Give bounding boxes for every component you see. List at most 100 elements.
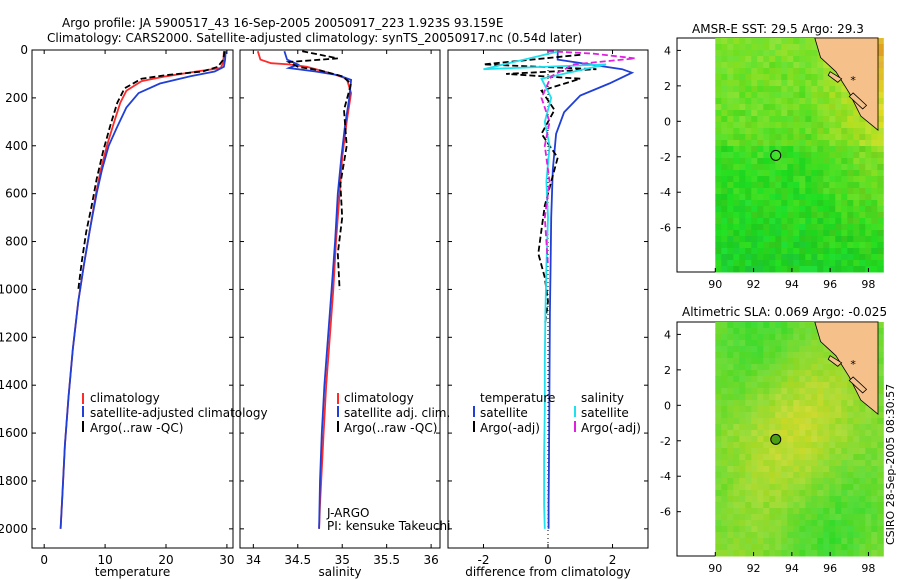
map-cell: [841, 248, 848, 255]
map-cell: [769, 460, 776, 467]
map-cell: [841, 110, 848, 117]
map-cell: [733, 334, 740, 341]
map-cell: [745, 212, 752, 219]
map-cell: [877, 92, 884, 99]
map-cell: [769, 502, 776, 509]
map-cell: [721, 260, 728, 267]
map-cell: [835, 140, 842, 147]
map-cell: [805, 230, 812, 237]
map-cell: [817, 242, 824, 249]
map-cell: [721, 532, 728, 539]
map-cell: [799, 230, 806, 237]
map-cell: [871, 242, 878, 249]
map-cell: [781, 460, 788, 467]
map-cell: [793, 322, 800, 329]
map-cell: [793, 454, 800, 461]
map-cell: [817, 550, 824, 557]
map-cell: [835, 382, 842, 389]
map-cell: [763, 388, 770, 395]
map-cell: [739, 116, 746, 123]
map-cell: [739, 322, 746, 329]
map-cell: [751, 394, 758, 401]
map-cell: [781, 212, 788, 219]
map-cell: [715, 382, 722, 389]
map-cell: [811, 182, 818, 189]
map-cell: [751, 254, 758, 261]
map-cell: [787, 92, 794, 99]
map-cell: [757, 442, 764, 449]
map-cell: [793, 508, 800, 515]
map-cell: [745, 122, 752, 129]
map-cell: [715, 128, 722, 135]
map-cell: [727, 340, 734, 347]
map-cell: [715, 454, 722, 461]
map-cell: [871, 260, 878, 267]
map-cell: [865, 254, 872, 261]
map-cell: [787, 230, 794, 237]
map-cell: [799, 388, 806, 395]
map-cell: [877, 526, 884, 533]
map-cell: [715, 550, 722, 557]
map-cell: [871, 128, 878, 135]
map-cell: [781, 442, 788, 449]
map-cell: [865, 430, 872, 437]
map-cell: [769, 382, 776, 389]
map-cell: [817, 364, 824, 371]
map-cell: [739, 224, 746, 231]
map-cell: [871, 484, 878, 491]
map-cell: [859, 194, 866, 201]
map-cell: [733, 484, 740, 491]
map-cell: [829, 116, 836, 123]
map-cell: [817, 212, 824, 219]
map-cell: [727, 212, 734, 219]
map-cell: [745, 104, 752, 111]
map-cell: [871, 158, 878, 165]
map-cell: [763, 122, 770, 129]
map-cell: [805, 170, 812, 177]
map-cell: [769, 376, 776, 383]
map-cell: [865, 122, 872, 129]
map-cell: [739, 128, 746, 135]
map-cell: [745, 194, 752, 201]
map-cell: [721, 514, 728, 521]
map-cell: [727, 128, 734, 135]
map-cell: [805, 502, 812, 509]
map-cell: [727, 472, 734, 479]
map-cell: [739, 442, 746, 449]
map-cell: [859, 484, 866, 491]
map-cell: [775, 116, 782, 123]
map-cell: [751, 194, 758, 201]
map-cell: [859, 152, 866, 159]
map-cell: [841, 466, 848, 473]
map-cell: [847, 472, 854, 479]
map-cell: [757, 86, 764, 93]
map-cell: [787, 218, 794, 225]
map-cell: [871, 442, 878, 449]
map-cell: [715, 74, 722, 81]
map-cell: [739, 206, 746, 213]
map-cell: [823, 122, 830, 129]
map-cell: [811, 508, 818, 515]
map-cell: [829, 110, 836, 117]
map-cell: [871, 230, 878, 237]
map-cell: [877, 56, 884, 63]
map-cell: [781, 230, 788, 237]
y-tick-label: 2000: [0, 522, 28, 536]
map-cell: [805, 472, 812, 479]
map-cell: [745, 158, 752, 165]
map-cell: [745, 502, 752, 509]
map-cell: [721, 394, 728, 401]
map-cell: [727, 454, 734, 461]
map-cell: [835, 110, 842, 117]
map-cell: [859, 496, 866, 503]
map-cell: [859, 158, 866, 165]
map-cell: [727, 532, 734, 539]
map-cell: [823, 484, 830, 491]
map-cell: [877, 44, 884, 51]
map-cell: [793, 134, 800, 141]
map-cell: [799, 466, 806, 473]
map-cell: [793, 376, 800, 383]
map-cell: [721, 418, 728, 425]
x-tick-label: 36: [423, 553, 438, 567]
map-cell: [847, 448, 854, 455]
